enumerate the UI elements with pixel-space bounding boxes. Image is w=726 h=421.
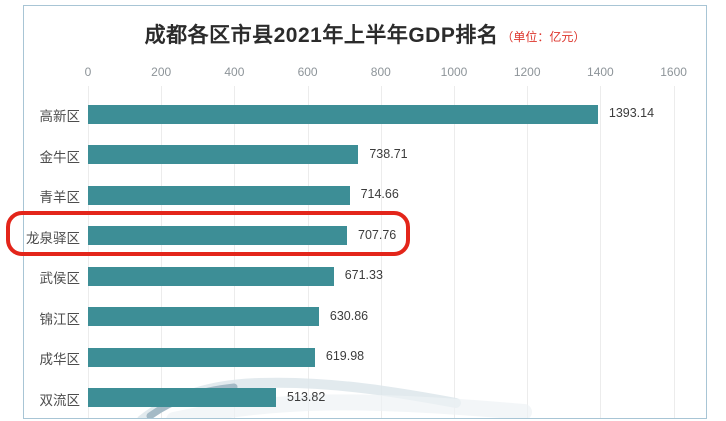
bar xyxy=(88,185,350,205)
x-tick-label: 400 xyxy=(224,65,245,79)
category-label: 青羊区 xyxy=(39,190,81,205)
gridline-1400 xyxy=(600,86,602,418)
category-label: 双流区 xyxy=(39,392,81,408)
x-tick-label: 200 xyxy=(151,65,172,79)
gridline-1000 xyxy=(454,86,455,418)
x-tick-label: 1000 xyxy=(440,65,468,79)
chart-title: 成都各区市县2021年上半年GDP排名 xyxy=(144,24,499,47)
value-label: 1393.14 xyxy=(608,106,655,120)
bar xyxy=(88,104,598,124)
value-label: 619.98 xyxy=(325,349,365,363)
value-label: 630.86 xyxy=(329,308,369,323)
value-label: 513.82 xyxy=(287,389,326,404)
value-label: 707.76 xyxy=(358,227,397,242)
unit-label: （单位：亿元） xyxy=(501,29,586,44)
category-label: 龙泉驿区 xyxy=(26,230,80,246)
x-tick-label: 800 xyxy=(370,65,391,79)
bar xyxy=(88,307,319,326)
x-tick-label: 1200 xyxy=(513,65,541,79)
value-label: 671.33 xyxy=(344,268,383,282)
category-label: 成华区 xyxy=(39,352,81,367)
category-label: 武侯区 xyxy=(39,271,81,286)
gridline-1200 xyxy=(527,86,529,418)
category-label: 金牛区 xyxy=(39,149,81,165)
category-label: 锦江区 xyxy=(39,311,81,327)
x-tick-label: 1400 xyxy=(587,65,614,79)
bar xyxy=(88,347,315,367)
bar xyxy=(88,266,334,286)
title-row: 成都各区市县2021年上半年GDP排名 （单位：亿元） xyxy=(24,19,706,49)
highlight-annotation-box xyxy=(6,211,410,256)
x-tick-label: 1600 xyxy=(660,65,687,79)
x-tick-label: 600 xyxy=(297,65,318,79)
bar xyxy=(88,226,348,245)
x-tick-label: 0 xyxy=(84,65,92,79)
category-label: 高新区 xyxy=(39,109,81,124)
bar xyxy=(88,145,359,164)
bar xyxy=(88,388,277,407)
value-label: 714.66 xyxy=(360,187,399,201)
value-label: 738.71 xyxy=(369,146,408,161)
gridline-1600 xyxy=(673,86,675,418)
